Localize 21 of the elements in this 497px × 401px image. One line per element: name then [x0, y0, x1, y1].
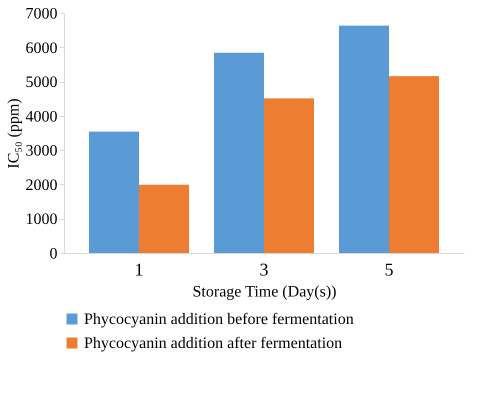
bar [264, 98, 314, 253]
bar [89, 132, 139, 253]
y-tick-label: 2000 [26, 176, 58, 194]
bar [214, 52, 264, 253]
x-tick-label: 1 [134, 260, 144, 280]
y-tick-label: 5000 [26, 74, 58, 92]
y-tick-label: 0 [50, 246, 58, 262]
y-axis-title: IC₅₀ (ppm) [6, 98, 22, 169]
bar [339, 26, 389, 253]
bar [389, 76, 439, 253]
y-tick-label: 7000 [26, 6, 58, 22]
legend-label: Phycocyanin addition before fermentation [84, 311, 354, 328]
bar [139, 184, 189, 253]
legend-label: Phycocyanin addition after fermentation [84, 335, 342, 352]
y-tick-label: 1000 [26, 211, 58, 228]
y-tick-label: 4000 [26, 108, 58, 126]
y-tick-label: 6000 [26, 40, 58, 57]
y-tick-label: 3000 [26, 142, 58, 160]
x-tick-label: 5 [384, 260, 394, 280]
x-tick-label: 3 [260, 260, 268, 280]
x-axis-title: Storage Time (Day(s)) [192, 284, 336, 300]
